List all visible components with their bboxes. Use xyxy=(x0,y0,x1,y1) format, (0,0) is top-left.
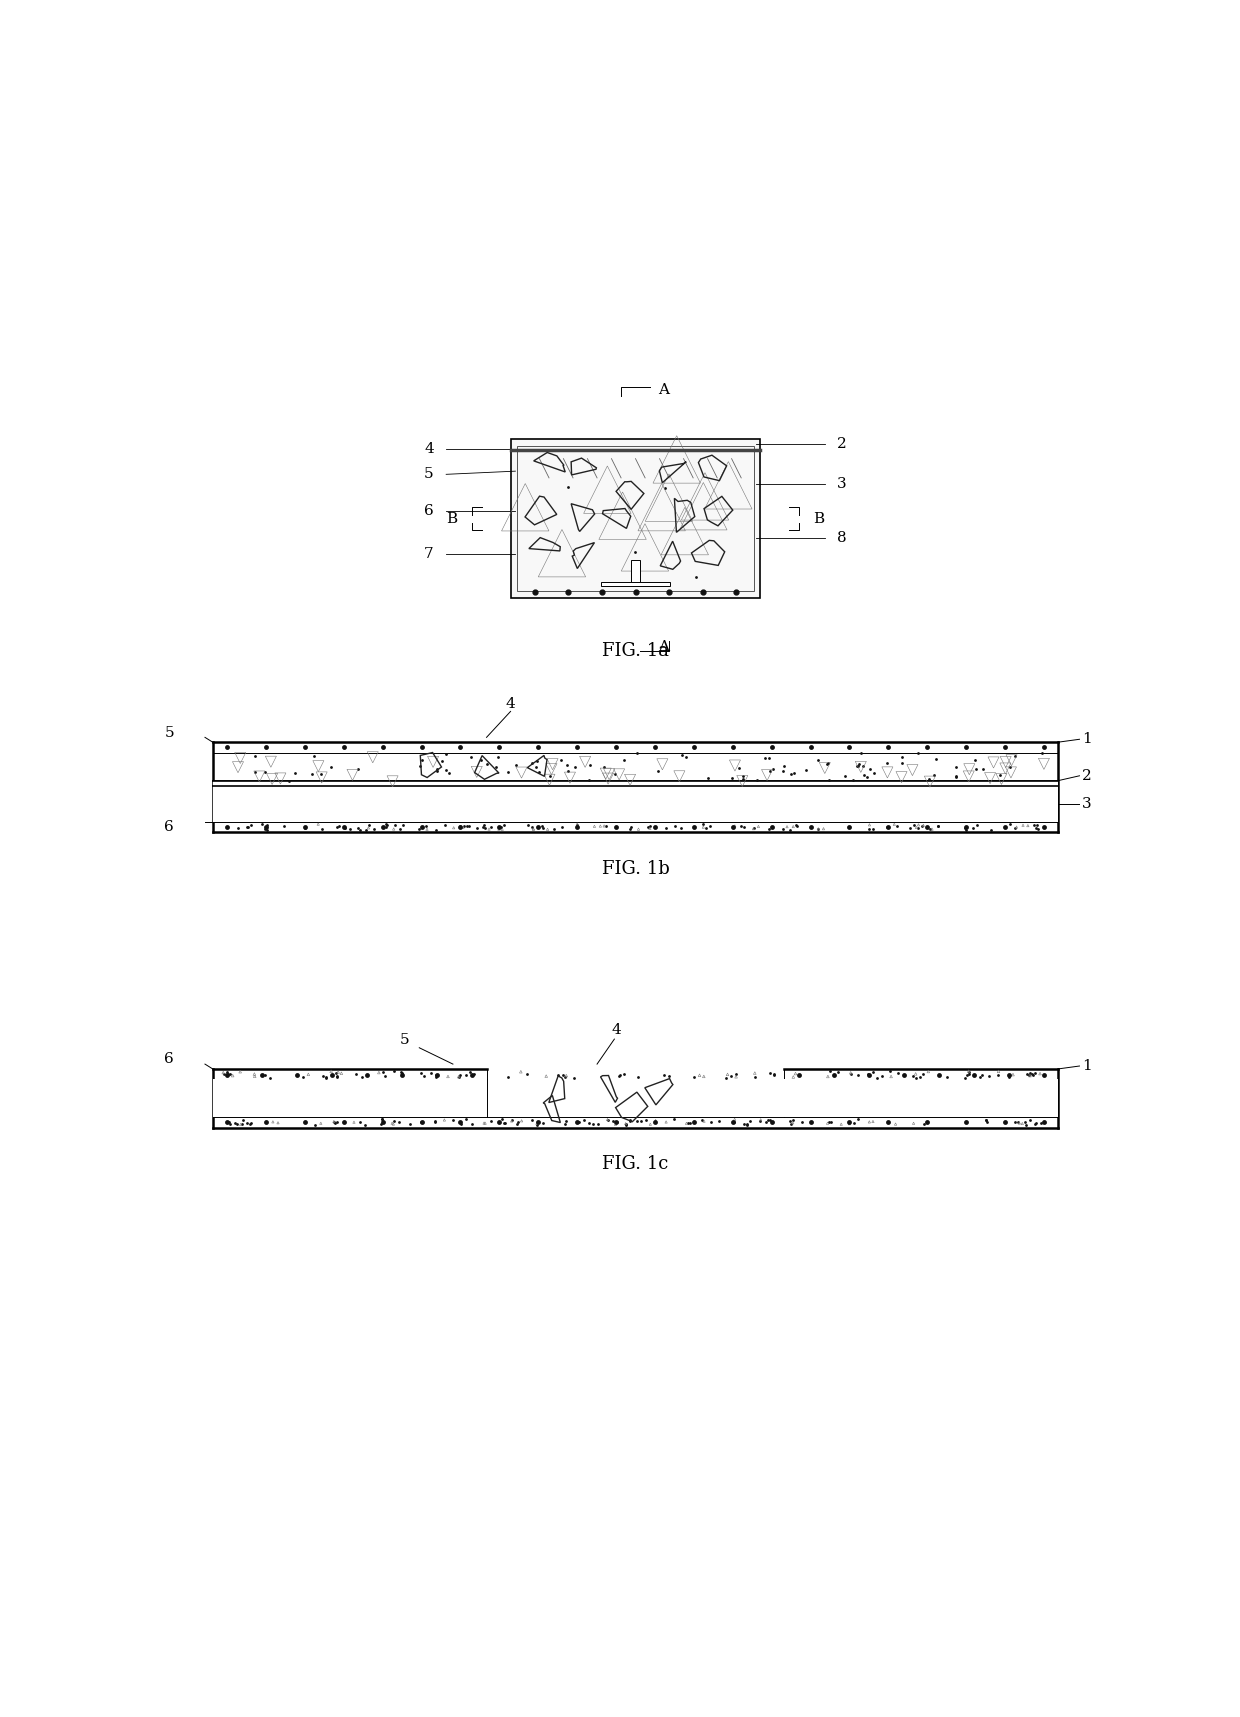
Text: 5: 5 xyxy=(424,467,434,481)
Text: 1: 1 xyxy=(1083,1059,1092,1073)
Bar xyxy=(213,786,1058,822)
Text: 3: 3 xyxy=(837,477,847,491)
Text: 6: 6 xyxy=(424,503,434,519)
Text: 4: 4 xyxy=(424,441,434,457)
Text: FIG. 1b: FIG. 1b xyxy=(601,860,670,877)
Text: 7: 7 xyxy=(424,546,434,561)
Text: 2: 2 xyxy=(837,438,847,452)
Bar xyxy=(213,781,1058,786)
Bar xyxy=(511,440,760,598)
Bar xyxy=(600,582,671,587)
Text: 6: 6 xyxy=(165,1053,174,1066)
Text: A: A xyxy=(657,383,668,397)
Text: 3: 3 xyxy=(1083,797,1092,810)
Bar xyxy=(517,446,754,591)
Text: 6: 6 xyxy=(165,819,174,834)
Text: 4: 4 xyxy=(506,697,516,711)
Text: 2: 2 xyxy=(1083,769,1092,783)
Text: 8: 8 xyxy=(837,531,847,544)
Text: B: B xyxy=(446,512,458,525)
Text: B: B xyxy=(813,512,825,525)
Text: FIG. 1c: FIG. 1c xyxy=(603,1156,668,1173)
Text: 5: 5 xyxy=(165,726,174,740)
Text: 1: 1 xyxy=(1083,731,1092,747)
Bar xyxy=(213,1080,486,1118)
Bar xyxy=(631,560,640,582)
Text: 5: 5 xyxy=(401,1034,409,1047)
Text: A: A xyxy=(657,640,668,654)
Bar xyxy=(785,1080,1058,1118)
Text: FIG. 1a: FIG. 1a xyxy=(601,642,670,659)
Text: 4: 4 xyxy=(611,1023,621,1037)
